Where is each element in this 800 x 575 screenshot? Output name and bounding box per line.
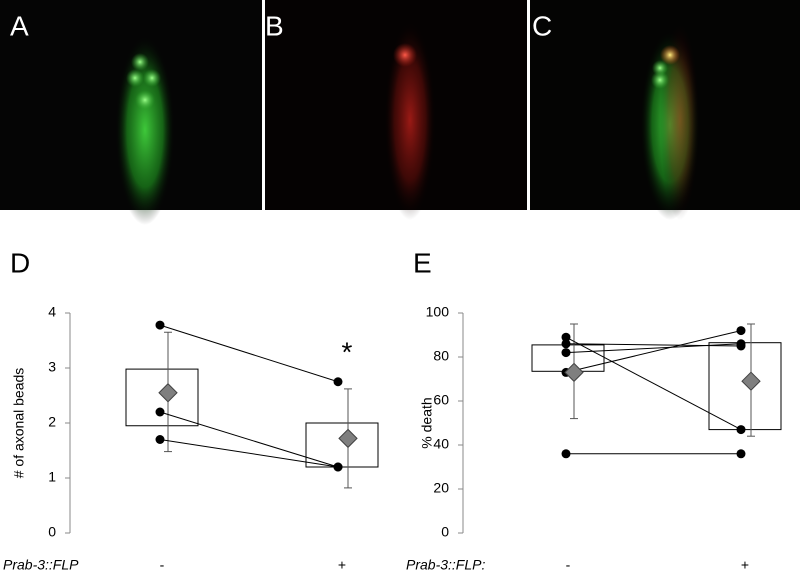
data-point <box>736 449 746 459</box>
x-axis-label: Prab-3::FLP <box>3 557 79 573</box>
box <box>125 368 199 427</box>
y-tick-label: 20 <box>433 480 449 496</box>
mean-marker <box>564 362 584 383</box>
pair-line <box>565 336 742 431</box>
y-tick-label: 100 <box>426 304 450 320</box>
data-point <box>333 377 343 387</box>
x-tick-label: + <box>741 557 749 573</box>
pair-line <box>159 324 339 383</box>
y-tick-label: 1 <box>48 469 56 485</box>
mean-marker <box>741 371 761 391</box>
y-tick-label: 0 <box>48 524 56 540</box>
pair-line <box>565 330 742 373</box>
data-point <box>333 462 343 472</box>
data-point <box>736 425 746 435</box>
data-point <box>561 339 571 349</box>
image-label: A <box>10 10 29 41</box>
pair-line <box>159 411 339 468</box>
y-tick-label: 2 <box>48 414 56 430</box>
image-label: C <box>532 10 552 41</box>
x-axis-label: Prab-3::FLP: <box>406 557 485 573</box>
mean-marker <box>158 383 178 403</box>
panel-label: E <box>413 247 432 278</box>
image-label: B <box>265 10 284 41</box>
x-tick-label: - <box>566 557 571 573</box>
data-point <box>155 407 165 417</box>
y-tick-label: 0 <box>441 524 449 540</box>
significance: * <box>342 336 353 367</box>
data-point <box>155 320 165 330</box>
y-tick-label: 60 <box>433 392 449 408</box>
pair-line <box>565 343 742 354</box>
data-point <box>561 332 571 342</box>
pair-line <box>159 439 339 468</box>
micrographs: A B C <box>0 0 800 225</box>
data-point <box>155 435 165 444</box>
box <box>708 342 782 431</box>
data-point <box>561 348 571 358</box>
y-tick-label: 3 <box>48 359 56 375</box>
mean-marker <box>338 428 358 449</box>
y-axis-label: # of axonal beads <box>11 368 27 479</box>
y-tick-label: 40 <box>433 436 449 452</box>
y-axis-label: % death <box>419 397 435 448</box>
y-tick-label: 4 <box>48 304 56 320</box>
data-point <box>736 326 746 336</box>
data-point <box>736 339 746 349</box>
x-tick-label: + <box>338 557 346 573</box>
y-tick-label: 80 <box>433 348 449 364</box>
x-tick-label: - <box>160 557 165 573</box>
panel-label: D <box>10 247 30 278</box>
data-point <box>561 449 571 459</box>
